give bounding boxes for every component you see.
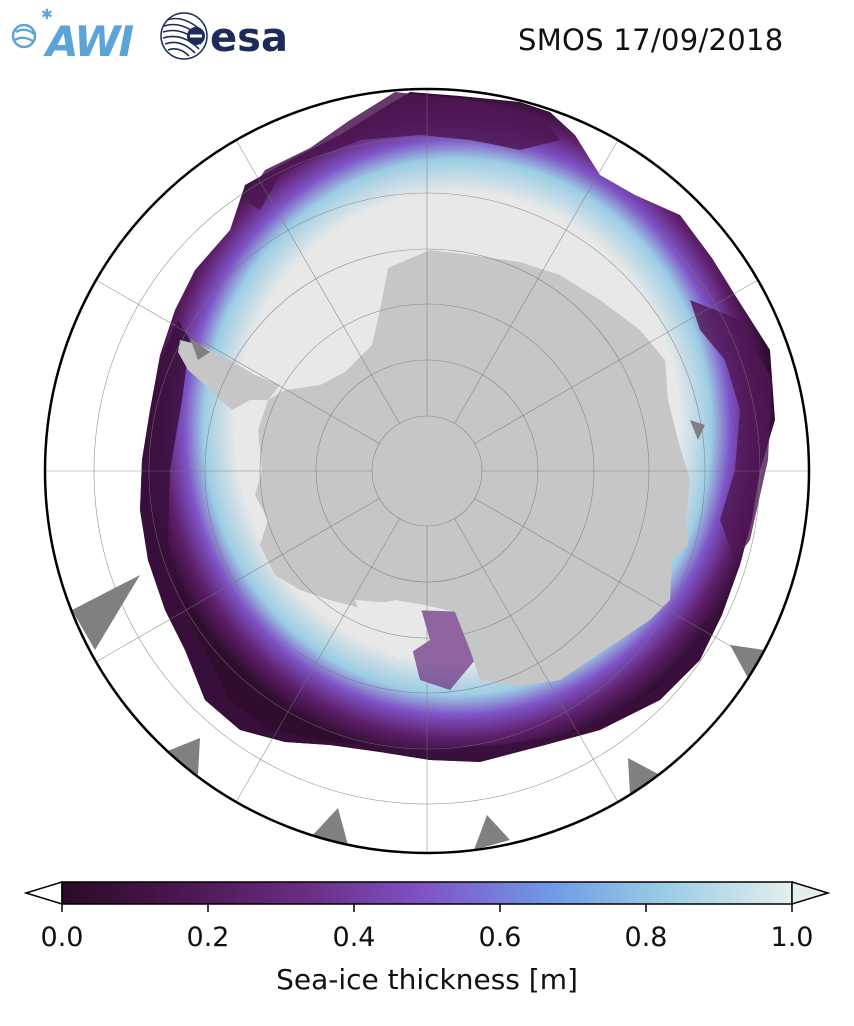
antarctic-peninsula: [178, 340, 280, 410]
colorbar-extend-min: [23, 880, 63, 906]
colorbar-tick-label: 0.2: [186, 922, 230, 953]
nodata-wedge: [628, 758, 660, 795]
colorbar-label: Sea-ice thickness [m]: [276, 963, 578, 996]
nodata-wedge: [72, 575, 140, 650]
awi-logo-text: AWI: [43, 17, 134, 64]
antarctica-land: [255, 250, 690, 686]
map-boundary: [43, 87, 811, 855]
colorbar: [23, 880, 831, 912]
esa-logo-text: esa: [210, 15, 288, 61]
nodata-wedge: [730, 645, 765, 678]
sea-ice-map: [43, 87, 811, 855]
colorbar-gradient: [61, 881, 793, 905]
colorbar-tick-label: 0.4: [332, 922, 376, 953]
nodata-wedge: [190, 338, 210, 360]
thin-ice-band: [245, 92, 560, 210]
svg-text:✱: ✱: [41, 7, 53, 23]
nodata-wedge: [474, 815, 510, 850]
nodata-wedge: [165, 738, 200, 775]
nodata-wedge: [310, 808, 348, 845]
thin-ice-band: [690, 300, 772, 560]
esa-logo: esa: [160, 12, 288, 61]
colorbar-tick-label: 1.0: [770, 922, 814, 953]
colorbar-tick-label: 0.6: [478, 922, 522, 953]
colorbar-tick-label: 0.0: [40, 922, 84, 953]
colorbar-extend-max: [791, 880, 831, 906]
colorbar-tick-label: 0.8: [624, 922, 668, 953]
ice-shelf: [265, 310, 350, 382]
esa-globe-icon: [160, 12, 208, 60]
graticule-meridians: [45, 89, 809, 853]
map-title: SMOS 17/09/2018: [518, 23, 784, 57]
awi-logo: ✱ AWI: [11, 7, 136, 64]
ice-shelf: [355, 600, 430, 660]
